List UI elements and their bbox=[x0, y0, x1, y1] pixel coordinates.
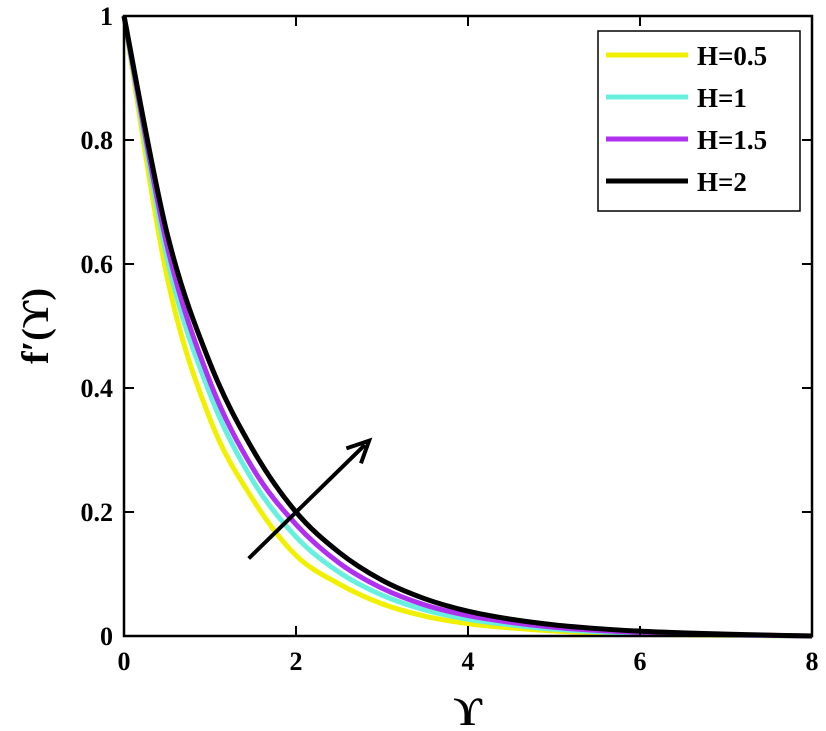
legend: H=0.5 H=1 H=1.5 H=2 bbox=[597, 30, 801, 212]
axis-ticks: 0 2 4 6 8 0 0.2 0.4 0.6 0.8 1 bbox=[81, 2, 819, 676]
arrow-shaft bbox=[247, 443, 367, 560]
legend-label-0: H=0.5 bbox=[697, 41, 767, 71]
x-axis-title: ϒ bbox=[454, 689, 483, 731]
increase-arrow bbox=[247, 437, 373, 560]
x-tick-label: 8 bbox=[806, 647, 819, 676]
y-tick-label: 0.6 bbox=[81, 250, 114, 279]
y-tick-label: 0.8 bbox=[81, 126, 114, 155]
y-axis-title: f′(ϒ) bbox=[15, 288, 57, 364]
arrow-head bbox=[345, 437, 373, 464]
x-tick-label: 0 bbox=[118, 647, 131, 676]
legend-label-2: H=1.5 bbox=[697, 125, 767, 155]
y-tick-label: 1 bbox=[100, 2, 113, 31]
x-tick-label: 6 bbox=[634, 647, 647, 676]
y-tick-label: 0.2 bbox=[81, 498, 114, 527]
y-tick-label: 0 bbox=[100, 622, 113, 651]
legend-label-3: H=2 bbox=[697, 167, 747, 197]
y-tick-label: 0.4 bbox=[81, 374, 114, 403]
x-tick-label: 2 bbox=[290, 647, 303, 676]
series-line-3 bbox=[121, 15, 813, 639]
legend-label-1: H=1 bbox=[697, 83, 747, 113]
x-tick-label: 4 bbox=[462, 647, 475, 676]
